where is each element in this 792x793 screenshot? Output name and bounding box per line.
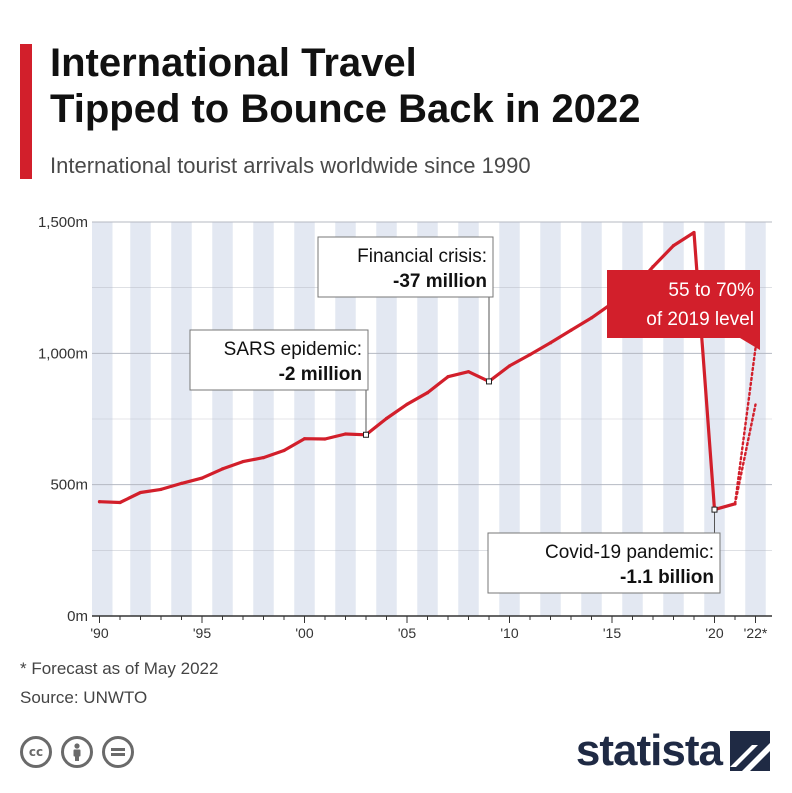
forecast-line-high (733, 346, 757, 506)
data-point (548, 341, 553, 345)
y-tick-label: 500m (50, 477, 88, 494)
data-point (692, 230, 696, 235)
annotation-marker (486, 378, 492, 385)
x-tick-label: '95 (193, 625, 211, 641)
data-point (528, 353, 532, 357)
forecast-callout-line2: of 2019 level (646, 309, 754, 330)
forecast-callout-pointer (740, 338, 760, 350)
title-line-2: Tipped to Bounce Back in 2022 (50, 87, 641, 131)
y-tick-label: 1,500m (38, 214, 88, 231)
no-derivatives-icon[interactable] (102, 736, 134, 768)
title-line-1: International Travel (50, 41, 417, 85)
data-point (425, 391, 430, 395)
annotation-value: -1.1 billion (620, 567, 714, 588)
data-point (405, 402, 409, 406)
data-point (589, 316, 594, 320)
license-icons: cc (20, 736, 134, 768)
data-point (118, 500, 122, 505)
source-note: Source: UNWTO (20, 688, 148, 707)
x-tick-label: '15 (603, 625, 621, 641)
annotation-value: -37 million (393, 271, 487, 292)
data-point (138, 490, 143, 495)
data-point (446, 375, 450, 379)
data-point (569, 328, 573, 332)
data-point (241, 459, 245, 464)
y-tick-label: 1,000m (38, 345, 88, 362)
data-point (343, 432, 348, 436)
forecast-footnote: * Forecast as of May 2022 (20, 659, 219, 678)
data-point (261, 456, 266, 460)
data-point (507, 364, 512, 368)
chart-subtitle: International tourist arrivals worldwide… (50, 153, 531, 178)
annotation-box (317, 236, 494, 298)
forecast-callout (607, 270, 760, 338)
x-tick-label: '20 (705, 625, 723, 641)
y-tick-label: 0m (67, 608, 88, 625)
statista-logo[interactable]: statista (576, 726, 770, 776)
data-point (159, 487, 163, 491)
data-point (466, 370, 471, 374)
data-point (302, 437, 307, 441)
statista-logo-icon (730, 731, 770, 771)
cc-icon[interactable]: cc (20, 736, 52, 768)
person-glyph (73, 743, 81, 761)
data-point (179, 481, 184, 485)
annotation-marker (711, 506, 718, 513)
x-tick-label: '05 (398, 625, 416, 641)
annotation-value: -2 million (279, 364, 362, 385)
equals-glyph (111, 748, 125, 756)
annotation-text: Financial crisis: (357, 246, 487, 267)
data-point (97, 500, 102, 504)
forecast-line-low (733, 403, 757, 506)
data-point (651, 265, 655, 269)
annotation-text: Covid-19 pandemic: (545, 542, 714, 563)
data-point (384, 416, 389, 421)
data-point (323, 437, 327, 441)
annotation-marker (363, 431, 369, 438)
x-tick-label: '10 (500, 625, 518, 641)
x-tick-label: '90 (90, 625, 108, 641)
data-point (200, 476, 204, 480)
x-tick-label: '00 (295, 625, 313, 641)
attribution-icon[interactable] (61, 736, 93, 768)
data-point (220, 467, 225, 471)
chart-title: International Travel Tipped to Bounce Ba… (50, 40, 780, 132)
data-point (671, 244, 676, 248)
title-accent-bar (20, 44, 32, 179)
forecast-callout-line1: 55 to 70% (668, 280, 754, 301)
brand-wordmark: statista (575, 726, 723, 775)
x-tick-label: '22* (744, 625, 768, 641)
annotation-box (487, 532, 721, 594)
annotation-text: SARS epidemic: (224, 339, 362, 360)
data-point (282, 448, 286, 453)
annotation-box (189, 329, 369, 391)
